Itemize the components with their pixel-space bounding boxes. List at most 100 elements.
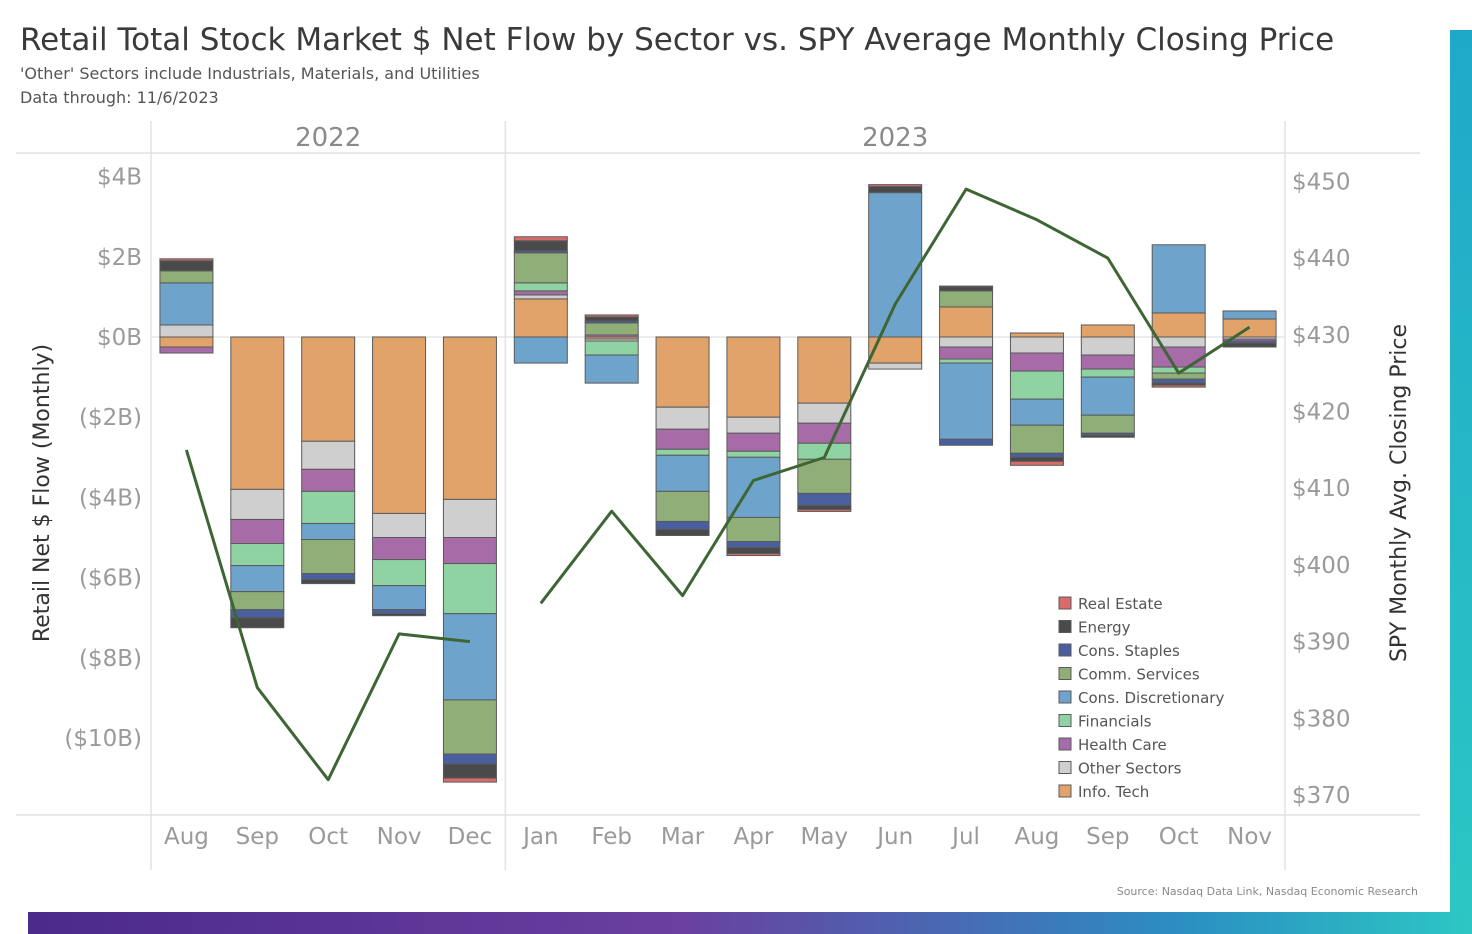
bar-segment: [513, 294, 568, 300]
x-tick-label: Apr: [734, 824, 774, 850]
bar-segment: [939, 438, 994, 446]
legend-label: Cons. Discretionary: [1078, 689, 1224, 707]
bar-segment: [159, 258, 214, 262]
legend-swatch: [1058, 690, 1072, 704]
bar-segment: [230, 591, 285, 611]
y-tick-left: $4B: [97, 165, 142, 191]
legend-label: Info. Tech: [1078, 783, 1149, 801]
grid-layer: [16, 121, 1420, 870]
y-tick-right: $440: [1292, 246, 1351, 272]
bar-segment: [1151, 244, 1206, 314]
bar-segment: [442, 777, 497, 783]
bar-segment: [868, 192, 923, 338]
spy-price-line: [539, 187, 1251, 605]
bar-segment: [1080, 368, 1135, 378]
legend-label: Health Care: [1078, 736, 1167, 754]
bar-segment: [1080, 324, 1135, 338]
y-tick-right: $400: [1292, 553, 1351, 579]
bar-segment: [442, 753, 497, 765]
bar-segment: [726, 416, 781, 434]
bar-segment: [1009, 352, 1064, 372]
bar-segment: [159, 270, 214, 284]
bar-segment: [939, 358, 994, 364]
bar-segment: [230, 617, 285, 629]
bar-segment: [372, 512, 427, 539]
bar-segment: [726, 516, 781, 543]
bar-segment: [939, 336, 994, 348]
x-tick-label: Aug: [1014, 824, 1059, 850]
bar-segment: [1080, 434, 1135, 438]
top-strip: [0, 0, 1472, 10]
bar-segment: [301, 468, 356, 492]
bar-segment: [797, 508, 852, 512]
bar-segment: [301, 573, 356, 581]
bar-segment: [584, 316, 639, 322]
legend-swatch: [1058, 620, 1072, 633]
legend-label: Other Sectors: [1078, 760, 1182, 778]
x-tick-label: Oct: [1159, 824, 1199, 850]
bar-segment: [655, 428, 710, 450]
bar-segment: [868, 362, 923, 370]
bar-segment: [513, 290, 568, 296]
bar-segment: [1009, 370, 1064, 400]
bar-segment: [726, 432, 781, 452]
y-tick-right: $420: [1292, 400, 1351, 426]
y-tick-left: ($8B): [79, 646, 142, 672]
bar-segment: [726, 541, 781, 549]
bar-segment: [372, 537, 427, 561]
bar-segment: [797, 336, 852, 404]
bar-segment: [301, 336, 356, 442]
x-tick-label: Sep: [1086, 824, 1129, 850]
y-tick-left: ($10B): [64, 726, 142, 752]
bar-segment: [230, 336, 285, 490]
bar-segment: [301, 579, 356, 585]
bar-segment: [372, 336, 427, 514]
x-tick-label: May: [801, 824, 849, 850]
decorative-right-band: [1450, 30, 1472, 934]
axis-layer: 2022 2023 $4B $2B $0B ($2B) ($4B) ($6B) ($8B) ($1…: [64, 123, 1350, 850]
bar-segment: [230, 609, 285, 619]
bar-segment: [159, 260, 214, 272]
legend-label: Comm. Services: [1078, 666, 1200, 684]
legend-swatch: [1058, 643, 1072, 657]
bar-segment: [513, 240, 568, 252]
legend-label: Financials: [1078, 713, 1152, 731]
bar-segment: [230, 488, 285, 520]
bar-segment: [372, 613, 427, 617]
y-tick-right: $410: [1292, 476, 1351, 502]
y-tick-left: ($4B): [79, 485, 142, 511]
y-tick-left: $0B: [97, 325, 142, 351]
bar-segment: [159, 346, 214, 354]
bar-segment: [442, 563, 497, 615]
bar-segment: [868, 186, 923, 194]
legend-swatch: [1058, 667, 1072, 680]
bar-segment: [442, 537, 497, 565]
bar-segment: [1151, 378, 1206, 384]
bar-segment: [159, 282, 214, 326]
bar-segment: [655, 448, 710, 456]
bar-segment: [1009, 452, 1064, 458]
bar-segment: [584, 322, 639, 336]
bar-segment: [939, 346, 994, 360]
bar-segment: [1151, 384, 1206, 388]
bar-segment: [159, 336, 214, 348]
year-label: 2023: [862, 123, 928, 153]
bar-segment: [584, 314, 639, 318]
bar-segment: [230, 565, 285, 593]
bar-segment: [442, 498, 497, 538]
bar-segment: [939, 286, 994, 292]
legend-label: Real Estate: [1078, 595, 1163, 613]
bar-segment: [372, 585, 427, 611]
year-label: 2022: [295, 123, 361, 153]
y-tick-right: $370: [1292, 783, 1351, 809]
bar-segment: [1080, 354, 1135, 370]
bar-segment: [513, 336, 568, 364]
bar-segment: [301, 522, 356, 541]
bar-segment: [230, 543, 285, 567]
bar-segment: [868, 184, 923, 188]
bar-segment: [939, 362, 994, 440]
legend-swatch: [1058, 714, 1072, 727]
bar-segment: [939, 306, 994, 338]
bar-segment: [655, 520, 710, 530]
bar-segment: [513, 236, 568, 242]
